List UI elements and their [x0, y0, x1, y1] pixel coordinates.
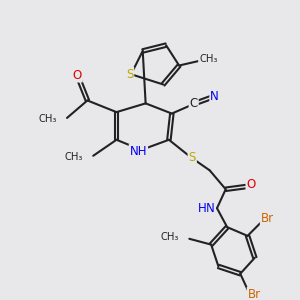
Text: H: H — [197, 202, 206, 215]
Text: C: C — [190, 97, 198, 110]
Text: O: O — [73, 69, 82, 82]
Text: O: O — [246, 178, 256, 191]
Text: NH: NH — [130, 145, 147, 158]
Text: N: N — [206, 202, 215, 215]
Text: CH₃: CH₃ — [38, 114, 57, 124]
Text: Br: Br — [261, 212, 274, 226]
Text: CH₃: CH₃ — [65, 152, 83, 162]
Text: CH₃: CH₃ — [161, 232, 179, 242]
Text: S: S — [188, 151, 196, 164]
Text: Br: Br — [248, 288, 261, 300]
Text: CH₃: CH₃ — [199, 54, 218, 64]
Text: S: S — [126, 68, 133, 81]
Text: N: N — [210, 90, 219, 103]
